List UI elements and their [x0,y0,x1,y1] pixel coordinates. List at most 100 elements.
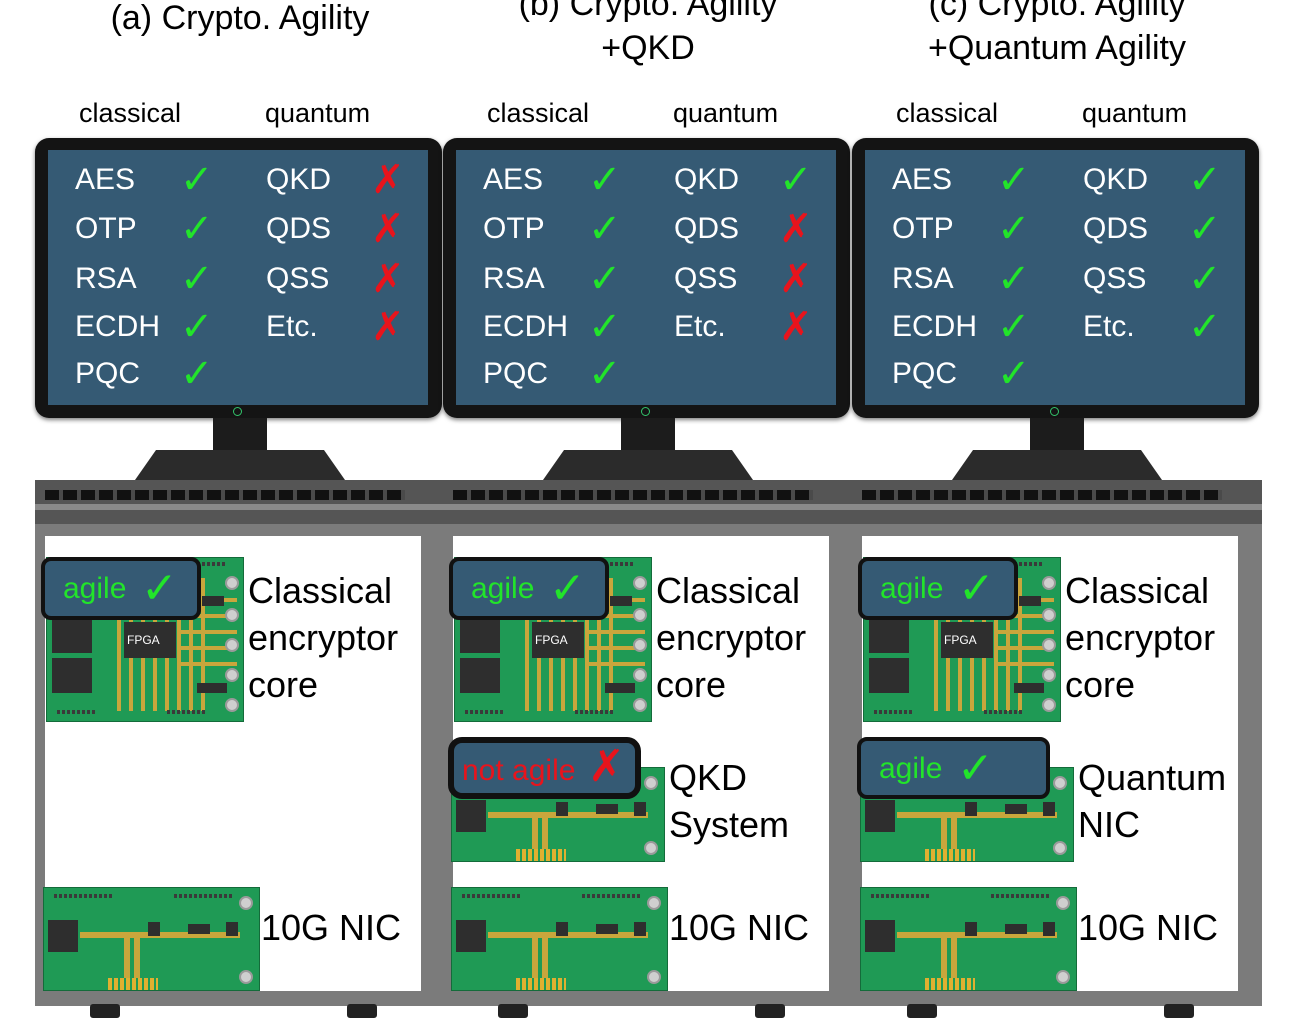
nic-card-label: 10G NIC [261,907,402,948]
case-top-panel [443,480,853,524]
check-icon: ✓ [588,352,622,396]
connector [48,920,78,952]
mount-hole [225,638,239,652]
algo-ecdh: ECDH [483,310,569,343]
board-trace [525,578,529,711]
chip [1043,802,1055,816]
board-trace [1006,578,1010,711]
power-led [1050,407,1059,416]
check-icon: ✓ [141,564,178,613]
mount-hole [1042,668,1056,682]
check-icon: ✓ [588,207,622,251]
board-trace [597,578,601,711]
algo-aes: AES [483,163,544,196]
panel-title: +Quantum Agility [928,29,1186,67]
algo-otp: OTP [75,212,137,245]
pin-row [57,710,97,714]
mount-hole [225,608,239,622]
monitor: AES ✓ OTP ✓ RSA ✓ ECDH ✓ PQC ✓ QKD ✗ QDS ✗ QSS ✗ Etc. ✗ [35,138,442,418]
check-icon: ✓ [957,744,994,793]
algo-aes: AES [892,163,953,196]
board-trace [177,646,237,650]
case-foot [90,1004,120,1018]
fpga-chip-label: FPGA [535,633,568,647]
edge-connector [925,978,975,990]
algo-etc: Etc. [674,310,726,343]
chip [596,924,618,934]
chip [634,922,646,936]
chip [869,618,909,653]
chip [1019,596,1041,606]
chip [556,922,568,936]
board-trace [542,932,548,978]
board-trace [585,630,645,634]
chip [634,802,646,816]
fpga-chip-label: FPGA [944,633,977,647]
check-icon: ✓ [1188,158,1222,202]
check-icon: ✓ [997,305,1031,349]
board-trace [951,932,957,978]
board-trace [941,932,947,978]
pin-row [174,894,234,898]
cross-icon: ✗ [779,207,813,251]
board-trace [177,630,237,634]
monitor-stand [621,418,675,452]
board-trace [994,662,1054,666]
connector [865,800,895,832]
algo-etc: Etc. [266,310,318,343]
case-top-panel [852,480,1262,524]
mount-hole [239,896,253,910]
board-trace [542,812,548,849]
check-icon: ✓ [779,158,813,202]
chip [460,618,500,653]
check-icon: ✓ [180,158,214,202]
chip [596,804,618,814]
badge-text: agile [63,572,127,605]
check-icon: ✓ [1188,207,1222,251]
chip [965,802,977,816]
board-trace [585,578,589,711]
case-vent [862,490,1222,500]
board-trace [994,646,1054,650]
check-icon: ✓ [549,564,586,613]
chip [1005,924,1027,934]
fpga-chip-label: FPGA [127,633,160,647]
chip [148,922,160,936]
algo-etc: Etc. [1083,310,1135,343]
board-trace [951,812,957,849]
mount-hole [633,608,647,622]
chip [197,683,227,693]
mount-hole [633,638,647,652]
board-trace [117,578,121,711]
case-vent [453,490,813,500]
mount-hole [647,970,661,984]
pin-row [462,894,522,898]
board-trace [609,578,613,711]
mount-hole [1042,698,1056,712]
board-trace [80,932,240,938]
agility-badge: agile ✓ [449,557,609,620]
chip [556,802,568,816]
chip [52,658,92,693]
monitor-base [543,450,753,480]
badge-text: agile [880,572,944,605]
case-rail [35,504,445,510]
monitor-screen: AES ✓ OTP ✓ RSA ✓ ECDH ✓ PQC ✓ QKD ✗ QDS ✗ QSS ✗ Etc. ✗ [48,150,428,405]
chip [202,596,224,606]
edge-connector [925,849,975,861]
pin-row [582,894,642,898]
fpga-chip: FPGA [532,622,584,658]
algo-qds: QDS [1083,212,1149,245]
encryptor-card-label: encryptor [248,617,399,658]
mount-hole [633,698,647,712]
power-led [641,407,650,416]
badge-text: not agile [462,754,576,787]
encryptor-card-label: core [1065,664,1136,705]
board-trace [585,614,645,618]
cross-icon: ✗ [371,257,405,301]
algo-aes: AES [75,163,136,196]
monitor-screen: AES ✓ OTP ✓ RSA ✓ ECDH ✓ PQC ✓ QKD ✓ QDS ✓ QSS ✓ Etc. ✓ [865,150,1245,405]
algo-qds: QDS [674,212,740,245]
encryptor-card-label: Classical [1065,570,1210,611]
quantum-card-label: System [669,804,790,845]
